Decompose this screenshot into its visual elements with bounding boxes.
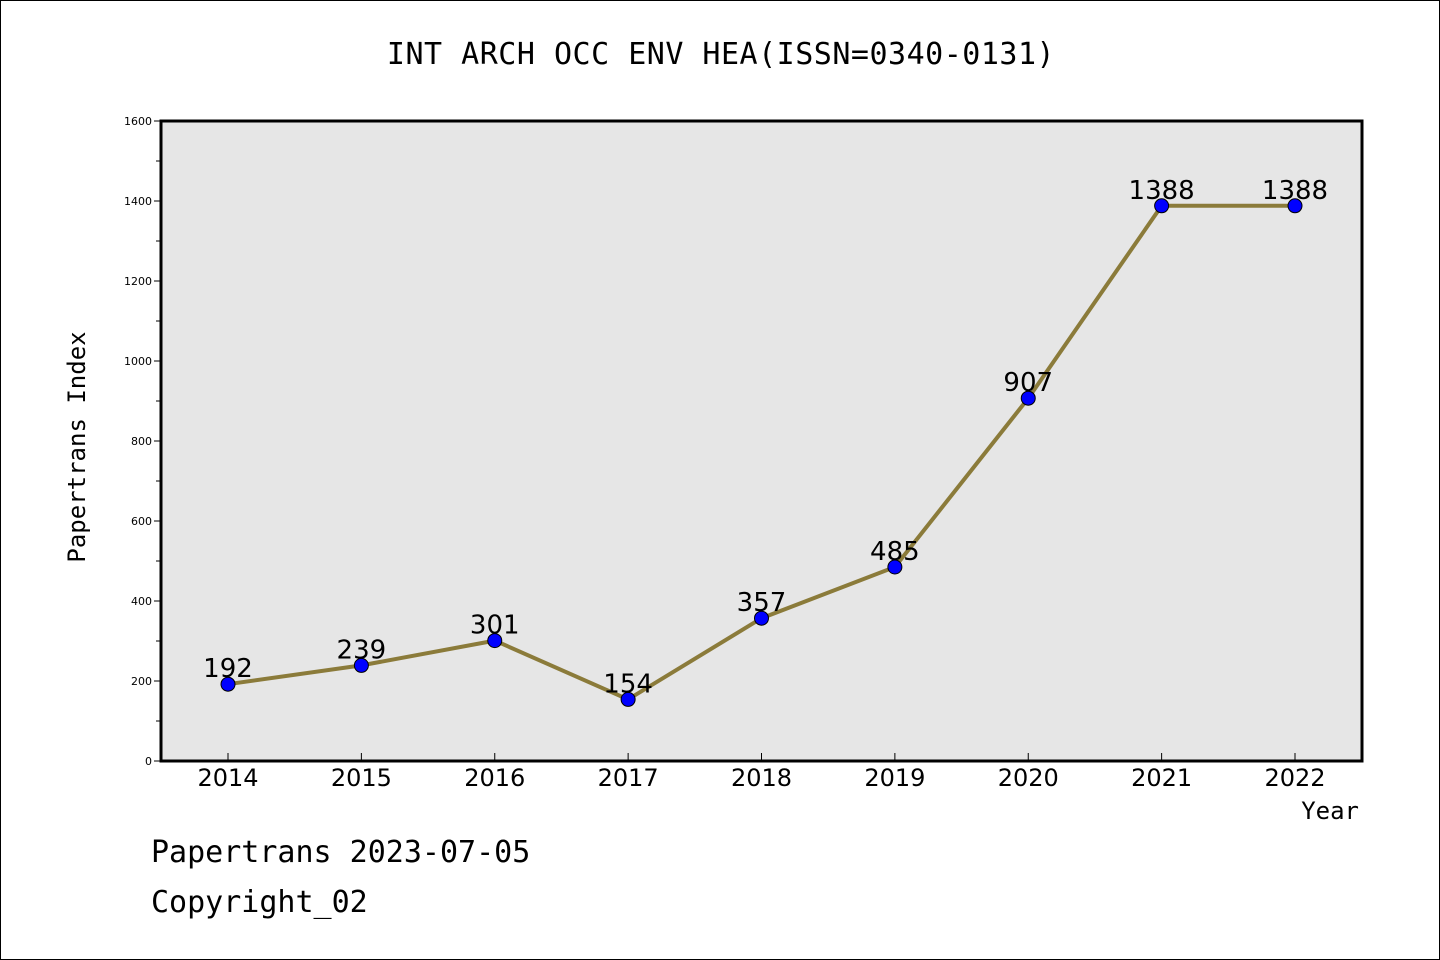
data-label: 154 [603,669,653,699]
footer-copyright: Copyright_02 [151,885,368,920]
data-point [1020,390,1036,406]
data-point [353,657,369,673]
x-tick-label: 2022 [1264,764,1325,792]
data-point [620,691,636,707]
data-label: 907 [1003,368,1053,398]
y-tick-label: 800 [131,435,152,448]
plot-area [159,119,1364,763]
y-tick-label: 1600 [124,115,152,128]
x-tick-label: 2015 [331,764,392,792]
footer-date: Papertrans 2023-07-05 [151,835,531,870]
x-tick-label: 2017 [598,764,659,792]
y-tick-label: 400 [131,595,152,608]
x-tick-label: 2020 [998,764,1059,792]
data-label: 239 [337,635,387,665]
data-label: 357 [737,588,787,618]
data-label: 301 [470,611,520,641]
data-label: 1388 [1262,176,1328,206]
data-point [1287,198,1303,214]
y-tick-label: 0 [145,755,152,768]
x-tick-label: 2014 [197,764,258,792]
data-label: 192 [203,654,253,684]
x-tick-label: 2016 [464,764,525,792]
chart-title: INT ARCH OCC ENV HEA(ISSN=0340-0131) [386,37,1056,72]
y-tick-label: 200 [131,675,152,688]
y-tick-label: 1400 [124,195,152,208]
data-label: 485 [870,537,920,567]
data-label: 1388 [1129,176,1195,206]
data-point [887,559,903,575]
data-point [487,633,503,649]
x-tick-label: 2021 [1131,764,1192,792]
y-tick-label: 1000 [124,355,152,368]
y-tick-label: 1200 [124,275,152,288]
data-point [1154,198,1170,214]
data-point [220,676,236,692]
y-tick-label: 600 [131,515,152,528]
x-tick-label: 2019 [864,764,925,792]
x-tick-label: 2018 [731,764,792,792]
x-axis-label: Year [1301,797,1359,825]
data-point [754,610,769,626]
